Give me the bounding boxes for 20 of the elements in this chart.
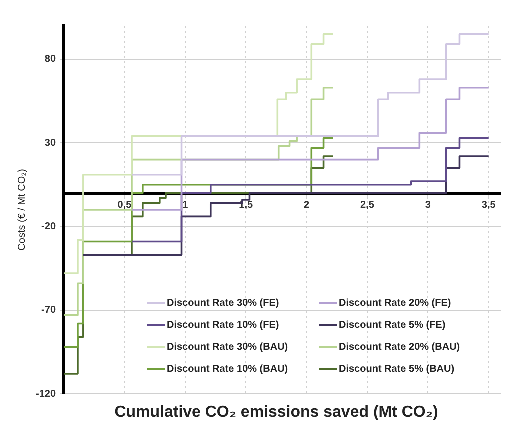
legend-label: Discount Rate 20% (FE) (339, 298, 452, 309)
legend-label: Discount Rate 10% (FE) (167, 320, 280, 331)
x-tick-label: 3,5 (482, 200, 496, 212)
x-tick-label: 2 (304, 200, 310, 212)
y-tick-label: -20 (42, 221, 56, 232)
x-tick-label: 2,5 (360, 200, 375, 212)
y-tick-label: 30 (44, 138, 56, 149)
legend-label: Discount Rate 5% (BAU) (339, 364, 455, 375)
legend-label: Discount Rate 10% (BAU) (167, 364, 288, 375)
x-tick-label: 3 (425, 200, 432, 212)
legend-label: Discount Rate 20% (BAU) (339, 342, 460, 353)
legend-label: Discount Rate 5% (FE) (339, 320, 446, 331)
legend-label: Discount Rate 30% (FE) (167, 298, 280, 309)
y-axis-title: Costs (€ / Mt CO₂) (16, 169, 28, 251)
legend-label: Discount Rate 30% (BAU) (167, 342, 288, 353)
x-axis-title: Cumulative CO₂ emissions saved (Mt CO₂) (114, 404, 440, 422)
y-tick-label: 80 (44, 54, 56, 66)
x-tick-label: 1 (182, 200, 189, 212)
y-tick-label: -120 (36, 388, 56, 400)
y-tick-label: -70 (42, 305, 56, 316)
